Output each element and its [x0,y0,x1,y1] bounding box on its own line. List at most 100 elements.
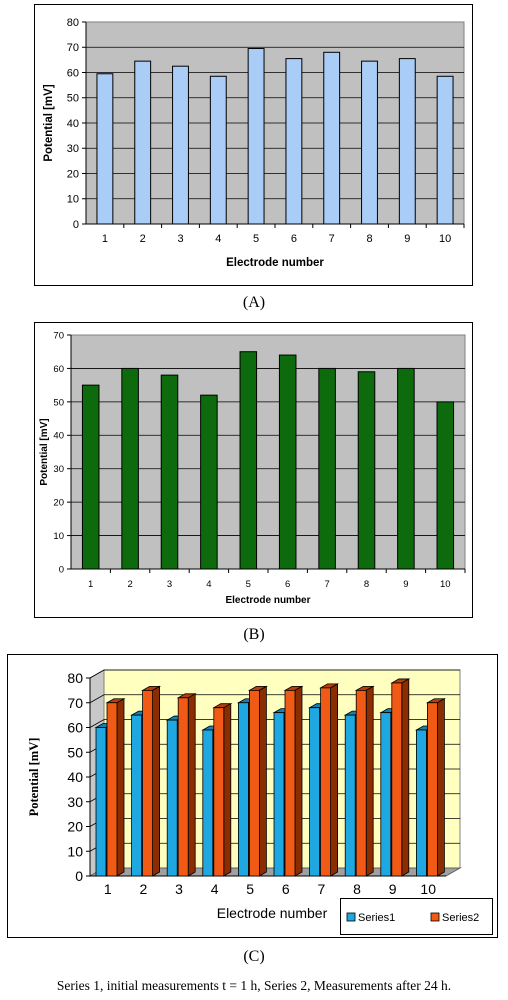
y-tick-label: 80 [67,17,79,29]
legend-swatch-series2 [430,912,440,922]
x-tick-label: 8 [364,579,369,590]
panel-label-b: (B) [243,626,265,643]
bar [361,60,378,225]
bar [436,75,454,225]
chart-b: 0 10 20 30 40 50 60 70 1 2 3 4 5 6 7 8 9 10 Electrode numb… [34,322,473,618]
x-tick-label: 6 [282,881,290,897]
x-tick-label: 5 [246,579,251,590]
bar [200,394,218,570]
x-tick-label: 1 [88,579,93,590]
gridline [89,694,460,704]
bar [285,58,303,225]
bar [166,719,178,877]
y-tick-label: 50 [53,397,64,408]
bar-side [187,693,196,877]
x-tick-label: 6 [285,579,290,590]
x-axis-title: Electrode number [225,595,310,606]
x-tick-label: 4 [211,881,219,897]
bar [106,702,118,877]
bar [309,707,321,877]
x-tick-label: 8 [366,233,372,245]
bar [213,707,225,877]
bar [355,689,367,877]
y-tick-label: 10 [53,531,64,542]
bar [391,682,403,877]
panel-b: 0 10 20 30 40 50 60 70 1 2 3 4 5 6 7 8 9 10 Electrode numb… [0,320,508,650]
x-tick-label: 10 [439,233,451,245]
bar-side [258,685,267,877]
y-tick-label: 40 [67,118,79,130]
bar [239,351,258,570]
legend-label-series2: Series2 [442,912,479,924]
y-tick-label: 70 [67,42,79,54]
bar [436,401,455,570]
y-tick-label: 70 [67,695,83,711]
bar [426,702,438,877]
x-tick-label: 1 [102,233,108,245]
y-tick-label: 30 [67,143,79,155]
y-tick-label: 0 [75,868,83,884]
bar [142,689,154,877]
x-tick-label: 5 [253,233,259,245]
y-tick-label: 20 [67,168,79,180]
x-tick-label: 2 [127,579,132,590]
x-tick-label: 1 [104,881,112,897]
bar [237,702,249,877]
bar-side [365,685,374,877]
legend-swatch-series1 [346,912,356,922]
x-tick-label: 9 [404,233,410,245]
x-tick-label: 3 [175,881,183,897]
y-axis-title: Potential [mV] [39,418,50,485]
x-tick-label: 10 [420,881,436,897]
x-axis-title: Electrode number [226,257,324,269]
bar [81,384,100,570]
gridline [89,669,460,679]
bar-side [401,678,410,877]
bar [202,729,214,877]
figure-caption: Series 1, initial measurements t = 1 h, … [56,978,452,993]
bar [398,58,416,225]
y-tick-label: 30 [53,464,64,475]
x-tick-label: 6 [291,233,297,245]
x-tick-label: 10 [440,579,451,590]
bar [177,697,189,877]
y-tick-label: 0 [59,564,64,575]
bar [134,60,152,225]
bar-side [152,685,161,877]
bar [160,374,179,570]
x-axis-title: Electrode number [217,905,328,921]
y-tick-label: 0 [73,219,79,231]
bar [96,73,114,225]
bar-side [436,698,445,877]
bar [320,687,332,877]
bar [284,689,296,877]
x-tick-label: 9 [389,881,397,897]
bar [357,371,376,570]
chart-a: 0 10 20 30 40 50 60 70 80 1 2 3 4 5 6 7 8 9 10 Electrode nu… [34,4,473,286]
x-tick-label: 7 [318,881,326,897]
bar [95,727,107,877]
bar [344,714,356,877]
bar-side [223,703,232,877]
bar [273,712,285,877]
y-axis-title: Potential [mV] [27,738,41,817]
bar [318,367,336,570]
y-tick-label: 50 [67,93,79,105]
bar [380,712,392,877]
y-tick-label: 60 [67,67,79,79]
panel-a: 0 10 20 30 40 50 60 70 80 1 2 3 4 5 6 7 8 9 10 Electrode nu… [0,0,508,320]
x-tick-label: 2 [140,881,148,897]
y-tick-label: 80 [67,670,83,686]
bar [172,65,189,225]
x-tick-label: 9 [403,579,408,590]
y-tick-label: 60 [53,364,64,375]
panel-c: 0 10 20 30 40 50 60 70 80 1 2 3 4 5 6 7 8 9 10 Electrode nu… [0,650,508,980]
x-tick-label: 5 [246,881,254,897]
y-tick-label: 50 [67,744,83,760]
bar [131,714,143,877]
bar [248,689,260,877]
bar-side [116,698,125,877]
y-tick-label: 40 [67,769,83,785]
legend-box [340,898,493,935]
y-tick-label: 10 [67,194,79,206]
